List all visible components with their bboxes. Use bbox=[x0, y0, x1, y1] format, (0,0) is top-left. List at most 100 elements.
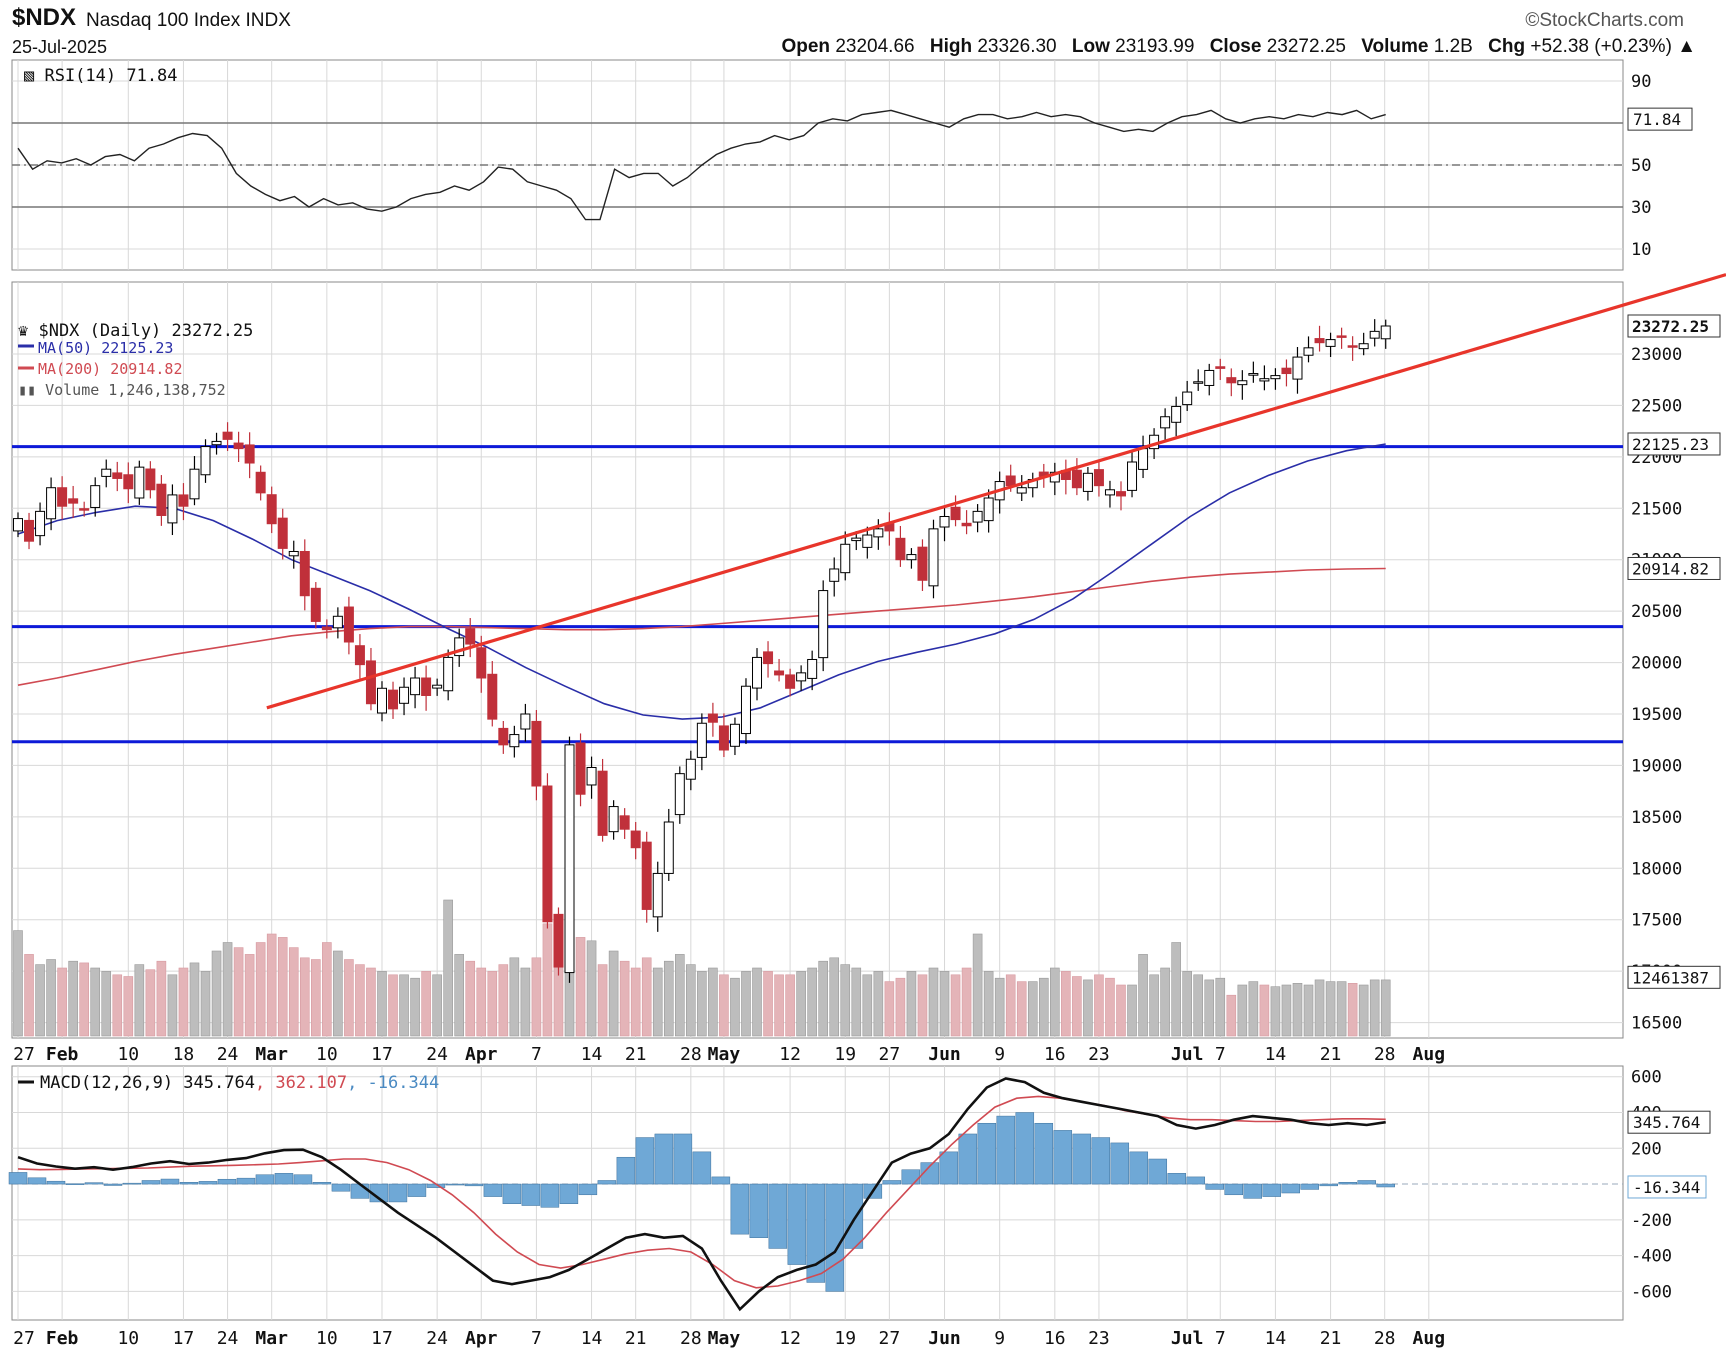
price-x-tick-label: 7 bbox=[1215, 1044, 1226, 1065]
candle-body bbox=[376, 687, 387, 714]
volume-bar bbox=[222, 942, 233, 1037]
candle-body bbox=[388, 689, 399, 710]
volume-bar bbox=[255, 942, 266, 1037]
price-x-tick-label: Mar bbox=[255, 1044, 288, 1065]
candle-body bbox=[266, 494, 277, 525]
volume-bar bbox=[575, 937, 586, 1037]
macd-hist-last-value: -16.344 bbox=[1633, 1178, 1700, 1197]
ma50-last-value-box bbox=[1627, 432, 1721, 456]
volume-bar bbox=[520, 967, 531, 1037]
macd-histogram-bar bbox=[540, 1183, 560, 1208]
candle-body bbox=[498, 727, 509, 746]
volume-bar bbox=[928, 967, 939, 1037]
volume-bar bbox=[983, 971, 994, 1037]
candle-body bbox=[608, 806, 619, 833]
macd-histogram-bar bbox=[1319, 1183, 1338, 1187]
volume-bar bbox=[432, 974, 442, 1037]
volume-bar bbox=[388, 974, 398, 1037]
volume-bar bbox=[1094, 974, 1104, 1037]
volume-bar bbox=[840, 964, 851, 1037]
candle-body bbox=[586, 766, 597, 786]
price-x-tick-label: 24 bbox=[217, 1044, 239, 1065]
candle-body bbox=[619, 815, 630, 830]
macd-x-tick-label: 7 bbox=[531, 1328, 542, 1349]
volume-bar bbox=[961, 967, 972, 1037]
close-label: Close bbox=[1209, 36, 1262, 57]
macd-last-value: 345.764 bbox=[1633, 1113, 1700, 1132]
candle-body bbox=[145, 468, 156, 491]
candle-body bbox=[354, 645, 365, 666]
macd-histogram-bar bbox=[179, 1182, 199, 1185]
candle-body bbox=[1314, 338, 1325, 344]
macd-x-tick-label: 9 bbox=[994, 1328, 1005, 1349]
price-tick-label: 20000 bbox=[1631, 654, 1682, 674]
macd-histogram-bar bbox=[1224, 1183, 1243, 1196]
volume-bar bbox=[443, 899, 453, 1037]
brand-watermark[interactable]: ©StockCharts.com bbox=[1525, 10, 1684, 31]
macd-x-tick-label: 19 bbox=[834, 1328, 856, 1349]
macd-histogram-bar bbox=[578, 1183, 598, 1196]
candle-body bbox=[57, 487, 68, 507]
price-x-tick-label: 12 bbox=[779, 1044, 801, 1065]
volume-bar bbox=[1061, 971, 1071, 1037]
price-tick-label: 18500 bbox=[1631, 808, 1682, 828]
candle-body bbox=[1160, 416, 1171, 429]
macd-x-tick-label: 24 bbox=[426, 1328, 448, 1349]
macd-x-tick-label: 14 bbox=[1265, 1328, 1287, 1349]
high-value: 23326.30 bbox=[977, 36, 1057, 57]
ohlc-summary: Open 23204.66 High 23326.30 Low 23193.99… bbox=[781, 36, 1696, 58]
ma200-last-value-box bbox=[1627, 556, 1721, 580]
price-tick-label: 18000 bbox=[1631, 859, 1682, 879]
macd-histogram-bar bbox=[1034, 1122, 1054, 1185]
volume-bar bbox=[1369, 979, 1380, 1037]
volume-legend: ▮▮ Volume 1,246,138,752 bbox=[18, 381, 226, 399]
macd-histogram-bar bbox=[1148, 1158, 1168, 1185]
macd-histogram-bar bbox=[1338, 1182, 1357, 1185]
candle-body bbox=[531, 720, 542, 787]
price-tick-label: 17500 bbox=[1631, 911, 1682, 931]
candle-body bbox=[696, 722, 707, 758]
volume-bar bbox=[1160, 967, 1170, 1037]
volume-bar bbox=[1292, 982, 1303, 1037]
candle-body bbox=[763, 651, 774, 665]
volume-bar bbox=[454, 954, 465, 1037]
candle-body bbox=[123, 474, 134, 490]
candle-body bbox=[1138, 448, 1149, 470]
volume-bar bbox=[322, 942, 332, 1037]
chart-date: 25-Jul-2025 bbox=[12, 37, 108, 57]
volume-bar bbox=[1281, 984, 1292, 1037]
macd-histogram-bar bbox=[445, 1183, 465, 1186]
candle-body bbox=[1292, 356, 1303, 380]
macd-histogram-bar bbox=[293, 1174, 313, 1185]
candle-body bbox=[740, 685, 751, 735]
index-name: Nasdaq 100 Index INDX bbox=[86, 10, 291, 31]
price-x-tick-label: Feb bbox=[46, 1044, 79, 1065]
volume-bar bbox=[366, 967, 376, 1037]
candle-body bbox=[454, 637, 465, 657]
candle-body bbox=[1082, 472, 1093, 492]
price-x-tick-label: 16 bbox=[1044, 1044, 1066, 1065]
candle-body bbox=[807, 658, 818, 679]
price-tick-label: 19000 bbox=[1631, 756, 1682, 776]
price-x-tick-label: 28 bbox=[1374, 1044, 1396, 1065]
macd-histogram-bar bbox=[1015, 1112, 1035, 1185]
candle-body bbox=[1325, 339, 1336, 347]
candle-body bbox=[321, 626, 332, 631]
macd-histogram-bar bbox=[1072, 1133, 1092, 1185]
volume-bar bbox=[465, 960, 476, 1037]
volume-last-value-box bbox=[1627, 965, 1721, 989]
rsi-legend: ▧ RSI(14) 71.84 bbox=[24, 66, 178, 86]
macd-histogram-bar bbox=[768, 1183, 788, 1249]
volume-bar bbox=[608, 950, 619, 1037]
price-last-value: 23272.25 bbox=[1632, 317, 1709, 336]
candle-body bbox=[35, 510, 46, 537]
volume-label: Volume bbox=[1361, 36, 1429, 57]
candle-body bbox=[895, 537, 906, 561]
volume-bar bbox=[862, 974, 873, 1037]
volume-bar bbox=[509, 957, 520, 1037]
volume-bar bbox=[1380, 979, 1391, 1037]
macd-histogram-bar bbox=[8, 1172, 28, 1185]
volume-bar bbox=[939, 971, 950, 1037]
volume-bar bbox=[13, 930, 23, 1037]
candle-body bbox=[277, 517, 288, 549]
